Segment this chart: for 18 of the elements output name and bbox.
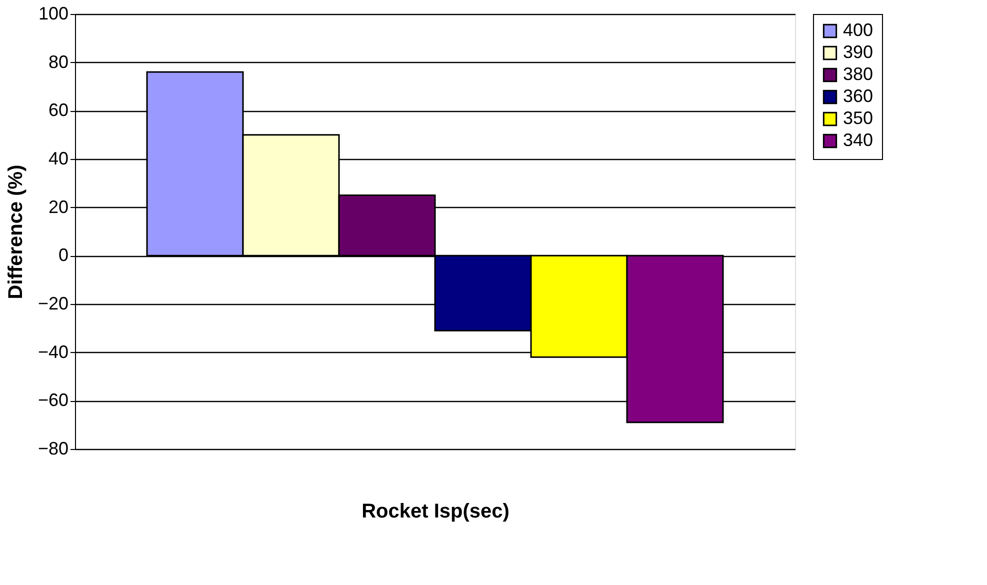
legend-label: 400 <box>843 20 874 40</box>
x-axis-title: Rocket Isp(sec) <box>362 500 510 522</box>
y-tick-label: −40 <box>38 342 68 362</box>
legend-label: 380 <box>843 64 874 84</box>
y-tick-label: 60 <box>48 100 68 120</box>
y-tick-label: 40 <box>48 148 68 168</box>
y-tick-label: −60 <box>38 390 68 410</box>
y-tick-label: 20 <box>48 196 68 217</box>
y-axis-title: Difference (%) <box>4 164 27 300</box>
legend-label: 360 <box>843 86 874 106</box>
legend-label: 390 <box>843 42 874 62</box>
y-tick-label: −80 <box>38 438 68 458</box>
y-tick-label: 0 <box>58 245 68 266</box>
legend-label: 350 <box>843 108 874 128</box>
y-tick-label: 80 <box>48 52 68 72</box>
y-tick-label: −20 <box>38 294 68 314</box>
legend-label: 340 <box>843 130 874 150</box>
y-tick-label: 100 <box>38 4 68 24</box>
